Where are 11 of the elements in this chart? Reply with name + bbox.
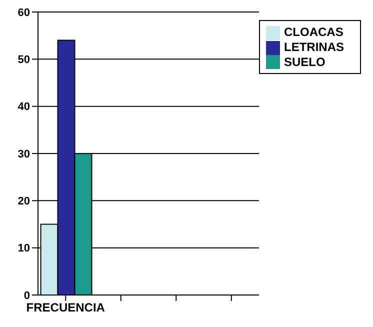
x-tick-label: FRECUENCIA [26, 300, 106, 315]
y-tick-label: 40 [18, 101, 30, 114]
y-tick-label: 60 [18, 6, 30, 19]
y-tick-label: 0 [24, 290, 30, 302]
y-tick-label: 30 [18, 148, 30, 160]
y-tick-label: 50 [18, 54, 30, 66]
y-tick-label: 20 [18, 196, 30, 208]
legend-label: SUELO [284, 54, 326, 69]
legend-label: CLOACAS [284, 25, 344, 39]
legend-label: LETRINAS [284, 40, 344, 54]
y-tick-label: 10 [18, 242, 30, 255]
